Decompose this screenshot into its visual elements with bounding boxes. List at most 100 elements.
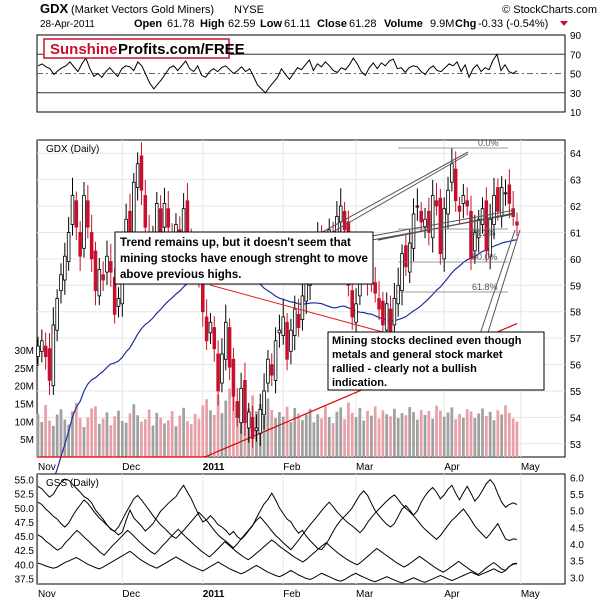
volume-bar	[297, 413, 300, 457]
candle-body	[430, 195, 435, 239]
annotation-2: Mining stocks declined even though metal…	[327, 331, 545, 391]
volume-bar	[370, 415, 373, 457]
close-value: 61.28	[349, 18, 377, 30]
volume-bar	[90, 408, 94, 457]
candle-body	[400, 253, 404, 291]
sunshine-logo: Sunshine Profits.com/FREE	[43, 38, 245, 59]
candle-body	[135, 163, 140, 188]
volume-bar	[189, 424, 193, 457]
cmp-left-tick-label: 37.5	[15, 574, 35, 585]
volume-bar	[473, 418, 477, 457]
volume-bar	[373, 406, 377, 457]
volume-bar	[312, 422, 316, 457]
candle-body	[492, 195, 496, 225]
comparison-panel-frame	[36, 473, 566, 585]
volume-bar	[174, 426, 178, 457]
volume-bar	[266, 398, 270, 457]
cmp-right-tick-label: 3.5	[570, 557, 584, 568]
x-tick-label: Nov	[38, 462, 56, 473]
candle-body	[227, 327, 232, 368]
volume-bar	[186, 421, 189, 457]
price-tick-label: 62	[570, 202, 582, 213]
candle-body	[78, 232, 82, 257]
callout-pointer-2	[477, 229, 521, 343]
volume-label: Volume	[384, 18, 423, 30]
volume-bar	[36, 413, 40, 457]
volume-bar	[193, 413, 197, 457]
volume-bar	[209, 410, 212, 457]
low-value: 61.11	[284, 18, 311, 30]
comparison-line-2	[37, 494, 518, 551]
candle-body	[273, 340, 278, 381]
candle-body	[97, 269, 102, 297]
candle-body	[220, 353, 224, 384]
candle-body	[93, 250, 98, 291]
candle-body	[116, 298, 121, 307]
candle-body	[281, 316, 286, 336]
volume-bar	[327, 417, 331, 457]
candle-body	[266, 358, 270, 384]
candle-body	[457, 205, 462, 212]
volume-bar	[496, 410, 500, 457]
candle-body	[139, 155, 144, 191]
candle-body	[63, 255, 67, 281]
volume-bar	[446, 412, 450, 457]
annotation-2-box	[327, 331, 545, 391]
candle-body	[442, 208, 446, 260]
close-label: Close	[317, 18, 347, 30]
quote-date: 28-Apr-2011	[40, 19, 95, 30]
volume-bar	[128, 413, 132, 457]
sunshine-logo-frame	[43, 38, 230, 59]
candle-body	[476, 218, 481, 239]
candle-body	[289, 329, 293, 352]
comparison-line-3	[37, 528, 518, 575]
volume-bar	[507, 412, 511, 457]
volume-bar	[304, 414, 308, 457]
candle-body	[212, 327, 217, 350]
volume-bar	[51, 425, 55, 457]
volume-bar	[415, 419, 419, 457]
candle-body	[434, 200, 439, 207]
volume-bar	[220, 413, 224, 457]
volume-bar	[178, 415, 182, 457]
volume-bar	[301, 419, 304, 457]
volume-bar	[335, 411, 339, 457]
candle-body	[292, 308, 297, 336]
volume-bar	[458, 413, 461, 457]
price-tick-label: 53	[570, 440, 582, 451]
x-tick-label: Nov	[38, 589, 56, 600]
ma50-line	[37, 239, 518, 491]
candle-body	[158, 208, 163, 236]
candle-body	[381, 300, 385, 326]
annotation-1-box	[114, 231, 374, 285]
volume-bar	[86, 417, 90, 457]
volume-tick-label: 10M	[15, 417, 34, 428]
x-tick-label: Feb	[283, 462, 301, 473]
candle-body	[469, 210, 473, 260]
open-value: 61.78	[167, 18, 195, 30]
rsi-tick-label: 50	[570, 70, 582, 81]
volume-bar	[163, 423, 166, 457]
candle-body	[300, 295, 305, 321]
candle-body	[473, 232, 477, 252]
cmp-left-tick-label: 47.5	[15, 518, 35, 529]
candle-body	[407, 242, 412, 273]
volume-bar	[278, 412, 281, 457]
volume-value: 9.9M	[430, 18, 454, 30]
x-tick-label: 2011	[203, 462, 225, 473]
rsi-tick-label: 70	[570, 50, 582, 61]
volume-bar	[94, 406, 97, 457]
candle-body	[231, 358, 236, 397]
candle-body	[235, 401, 240, 418]
rsi-tick-label: 90	[570, 31, 582, 42]
candle-body	[269, 364, 274, 376]
candle-body	[465, 200, 469, 207]
cmp-right-tick-label: 5.0	[570, 507, 584, 518]
volume-tick-label: 30M	[15, 346, 34, 357]
cmp-right-tick-label: 3.0	[570, 573, 584, 584]
volume-bar	[339, 407, 343, 457]
low-label: Low	[260, 18, 282, 30]
fib-label-618: 61.8%	[472, 282, 498, 292]
volume-tick-label: 25M	[15, 364, 34, 375]
volume-bar	[59, 409, 63, 457]
